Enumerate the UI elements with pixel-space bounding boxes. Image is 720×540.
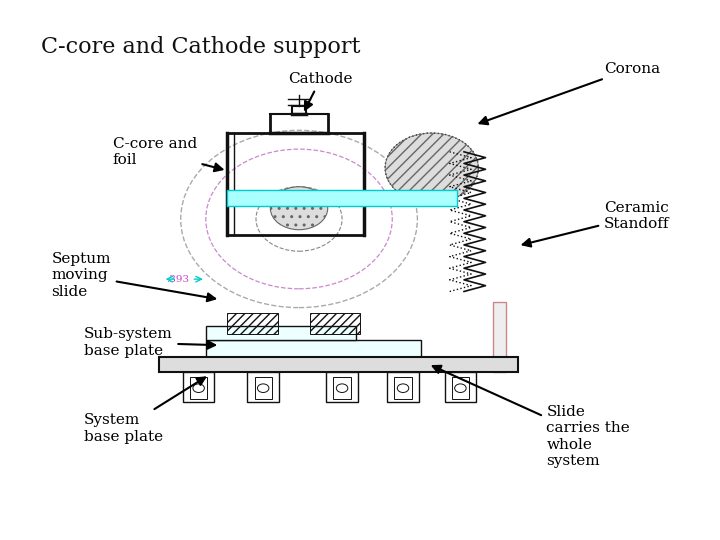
- Bar: [333, 377, 351, 399]
- Text: .393: .393: [166, 275, 189, 284]
- Bar: [492, 302, 505, 372]
- Bar: [248, 372, 279, 402]
- Bar: [326, 372, 358, 402]
- Text: Sub-system
base plate: Sub-system base plate: [84, 327, 215, 357]
- Bar: [395, 377, 412, 399]
- Circle shape: [270, 187, 328, 230]
- Bar: [387, 372, 419, 402]
- Bar: [228, 313, 277, 334]
- Bar: [255, 377, 271, 399]
- Text: Cathode: Cathode: [288, 72, 353, 110]
- Bar: [206, 326, 356, 340]
- Text: Septum
moving
slide: Septum moving slide: [52, 252, 215, 301]
- Text: System
base plate: System base plate: [84, 377, 205, 443]
- Text: C-core and
foil: C-core and foil: [112, 137, 222, 171]
- Bar: [183, 372, 215, 402]
- Text: Ceramic
Standoff: Ceramic Standoff: [523, 201, 670, 246]
- Bar: [445, 372, 476, 402]
- Bar: [452, 377, 469, 399]
- Bar: [159, 357, 518, 372]
- Bar: [206, 340, 421, 357]
- Text: Slide
carries the
whole
system: Slide carries the whole system: [433, 366, 630, 468]
- Circle shape: [385, 133, 478, 203]
- Bar: [190, 377, 207, 399]
- Bar: [310, 313, 360, 334]
- Text: Corona: Corona: [480, 62, 660, 124]
- Bar: [228, 191, 456, 206]
- Text: C-core and Cathode support: C-core and Cathode support: [41, 36, 360, 58]
